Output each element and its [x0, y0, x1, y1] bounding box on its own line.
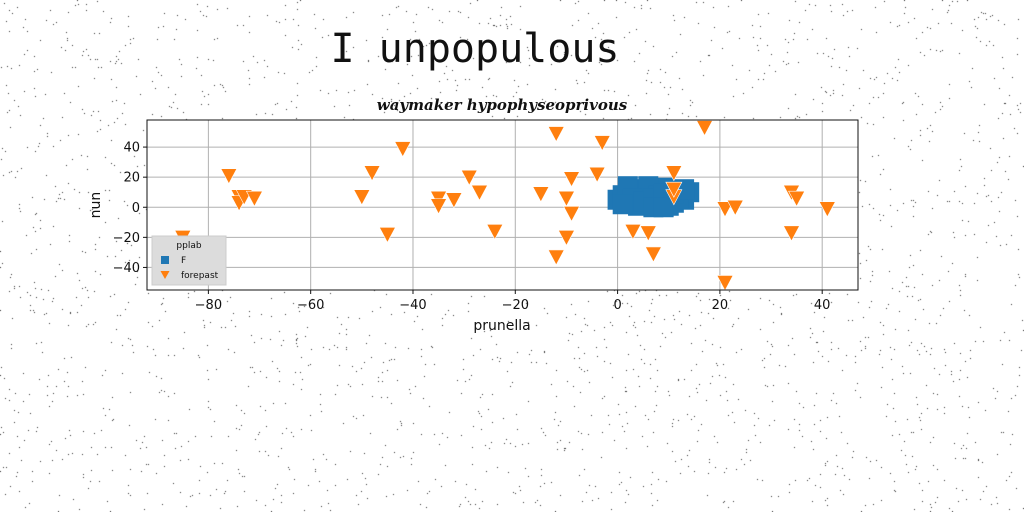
data-point-forepast: [716, 275, 734, 292]
data-point-forepast: [547, 249, 565, 266]
x-tick-label: −80: [195, 298, 222, 313]
data-point-forepast: [624, 224, 642, 240]
data-point-forepast: [696, 120, 714, 137]
x-tick-label: 20: [712, 298, 729, 313]
data-point-forepast: [394, 141, 412, 158]
y-tick-label: −40: [113, 261, 140, 276]
page-title: I unpopulous: [330, 26, 620, 72]
legend-marker-f: [161, 256, 169, 264]
data-point-forepast: [445, 192, 463, 209]
data-point-forepast: [588, 166, 606, 183]
y-tick-label: −20: [113, 231, 140, 246]
legend: pplab F forepast: [151, 235, 227, 286]
data-point-forepast: [716, 201, 734, 218]
x-tick-label: 40: [814, 298, 831, 313]
data-point-forepast: [470, 184, 488, 201]
data-point-forepast: [639, 225, 657, 242]
data-point-forepast: [547, 126, 565, 143]
legend-label-forepast: forepast: [181, 271, 219, 281]
y-axis-label: nun: [88, 192, 104, 219]
data-point-f: [612, 194, 633, 215]
data-point-forepast: [363, 165, 381, 182]
data-point-forepast: [665, 181, 683, 198]
data-point-forepast: [486, 224, 504, 240]
x-tick-label: −60: [297, 298, 324, 313]
data-point-forepast: [245, 190, 263, 207]
data-point-forepast: [353, 189, 371, 206]
x-axis-label: prunella: [473, 318, 530, 334]
data-point-forepast: [644, 246, 662, 263]
data-point-forepast: [532, 186, 550, 203]
y-tick-label: 0: [132, 201, 140, 216]
x-tick-label: −40: [399, 298, 426, 313]
data-point-forepast: [557, 190, 575, 207]
plot-frame: [146, 119, 859, 291]
data-point-forepast: [726, 199, 744, 216]
data-point-forepast: [557, 230, 575, 246]
data-point-forepast: [563, 171, 581, 188]
chart-title: waymaker hypophyseoprivous: [377, 96, 628, 114]
data-point-forepast: [788, 190, 806, 207]
data-point-forepast: [430, 198, 448, 215]
data-point-forepast: [818, 201, 836, 218]
x-tick-label: 0: [613, 298, 621, 313]
x-tick-label: −20: [502, 298, 529, 313]
legend-marker-forepast: [160, 271, 170, 279]
legend-label-f: F: [181, 256, 186, 266]
data-point-forepast: [563, 205, 581, 222]
data-point-forepast: [783, 225, 801, 242]
legend-title: pplab: [176, 241, 201, 251]
data-point-forepast: [220, 168, 238, 185]
data-point-forepast: [378, 227, 396, 243]
data-point-forepast: [460, 169, 478, 186]
data-point-forepast: [593, 135, 611, 152]
data-point-f: [653, 197, 674, 218]
y-tick-label: 20: [123, 171, 140, 186]
plot-area: −80 −60 −40 −20 0 20 40 −40 −20 0 20 40: [113, 119, 859, 313]
y-tick-label: 40: [123, 141, 140, 156]
data-point-forepast: [665, 165, 683, 182]
